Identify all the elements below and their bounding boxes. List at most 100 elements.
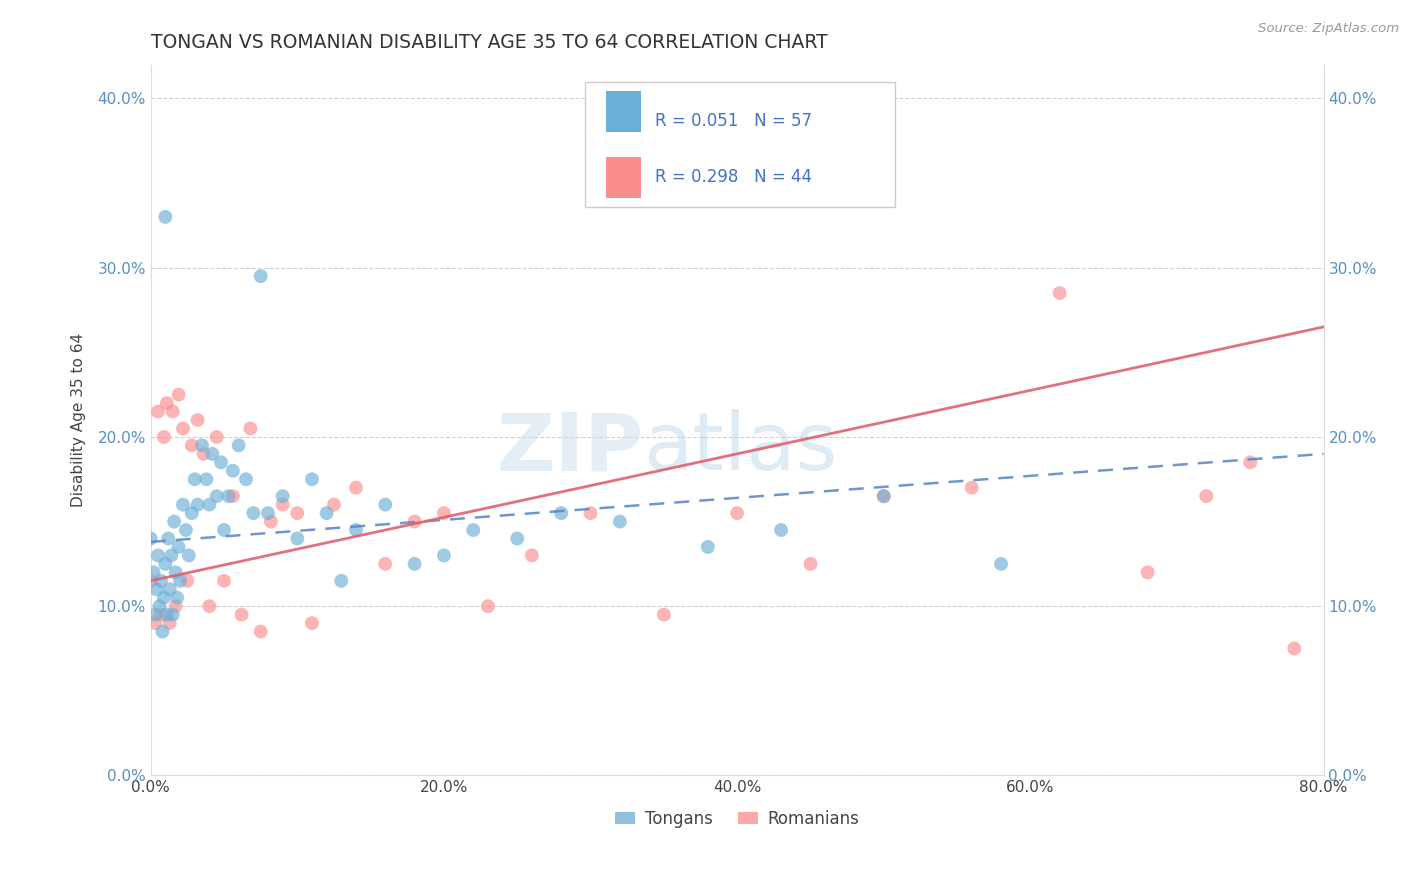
Point xyxy=(163,515,186,529)
Point xyxy=(177,549,200,563)
Point xyxy=(404,557,426,571)
Point xyxy=(696,540,718,554)
Point xyxy=(1284,641,1306,656)
Point xyxy=(799,557,821,571)
Point xyxy=(155,557,177,571)
FancyBboxPatch shape xyxy=(585,82,896,207)
Point xyxy=(433,506,456,520)
Point xyxy=(165,599,187,614)
Point xyxy=(249,624,271,639)
Point xyxy=(169,574,191,588)
Point xyxy=(139,574,162,588)
Point xyxy=(235,472,257,486)
Point xyxy=(315,506,337,520)
Point xyxy=(156,396,179,410)
Point xyxy=(145,582,167,597)
Point xyxy=(198,599,221,614)
Point xyxy=(180,438,202,452)
Point xyxy=(166,591,188,605)
Point xyxy=(873,489,896,503)
Point xyxy=(228,438,250,452)
Text: atlas: atlas xyxy=(644,409,838,487)
Point xyxy=(176,574,198,588)
Point xyxy=(1136,566,1159,580)
Point xyxy=(149,607,172,622)
Point xyxy=(271,489,294,503)
Point xyxy=(609,515,631,529)
Point xyxy=(205,489,228,503)
Point xyxy=(1239,455,1261,469)
Point xyxy=(165,566,187,580)
Point xyxy=(873,489,896,503)
Point xyxy=(205,430,228,444)
Point xyxy=(257,506,280,520)
Point xyxy=(212,523,235,537)
Point xyxy=(249,269,271,284)
Point xyxy=(212,574,235,588)
Point xyxy=(162,607,184,622)
Point xyxy=(477,599,499,614)
Point xyxy=(285,506,308,520)
Y-axis label: Disability Age 35 to 64: Disability Age 35 to 64 xyxy=(72,333,86,507)
Point xyxy=(271,498,294,512)
Point xyxy=(344,523,367,537)
Point xyxy=(652,607,675,622)
Bar xyxy=(606,91,641,132)
Point xyxy=(172,498,194,512)
Point xyxy=(285,532,308,546)
Point xyxy=(960,481,983,495)
Point xyxy=(520,549,543,563)
Point xyxy=(191,438,214,452)
Point xyxy=(146,404,169,418)
Point xyxy=(167,387,190,401)
Point xyxy=(463,523,485,537)
Text: R = 0.298   N = 44: R = 0.298 N = 44 xyxy=(655,168,813,186)
Point xyxy=(152,624,174,639)
Point xyxy=(301,472,323,486)
Point xyxy=(143,607,166,622)
Point xyxy=(159,616,181,631)
Point xyxy=(579,506,602,520)
Point xyxy=(990,557,1012,571)
Point xyxy=(550,506,572,520)
Point xyxy=(153,430,176,444)
Text: Source: ZipAtlas.com: Source: ZipAtlas.com xyxy=(1258,22,1399,36)
Point xyxy=(157,532,180,546)
Point xyxy=(148,599,170,614)
Point xyxy=(180,506,202,520)
Point xyxy=(222,464,245,478)
Point xyxy=(143,616,166,631)
Point xyxy=(187,498,209,512)
Point xyxy=(433,549,456,563)
Point xyxy=(344,481,367,495)
Point xyxy=(160,549,183,563)
Text: ZIP: ZIP xyxy=(496,409,644,487)
Point xyxy=(159,582,181,597)
Point xyxy=(374,557,396,571)
Point xyxy=(725,506,748,520)
Point xyxy=(222,489,245,503)
Point xyxy=(404,515,426,529)
Point xyxy=(142,566,165,580)
Point xyxy=(172,421,194,435)
Point xyxy=(187,413,209,427)
Point xyxy=(139,532,162,546)
Text: TONGAN VS ROMANIAN DISABILITY AGE 35 TO 64 CORRELATION CHART: TONGAN VS ROMANIAN DISABILITY AGE 35 TO … xyxy=(150,33,828,52)
Point xyxy=(1195,489,1218,503)
Point xyxy=(198,498,221,512)
Bar xyxy=(606,157,641,198)
Point xyxy=(506,532,529,546)
Point xyxy=(242,506,264,520)
Point xyxy=(209,455,232,469)
Point xyxy=(183,472,205,486)
Point xyxy=(174,523,197,537)
Point xyxy=(167,540,190,554)
Point xyxy=(1049,286,1071,301)
Point xyxy=(330,574,353,588)
Point xyxy=(217,489,239,503)
Point xyxy=(149,574,172,588)
Point xyxy=(239,421,262,435)
Point xyxy=(195,472,218,486)
Point xyxy=(146,549,169,563)
Point xyxy=(374,498,396,512)
